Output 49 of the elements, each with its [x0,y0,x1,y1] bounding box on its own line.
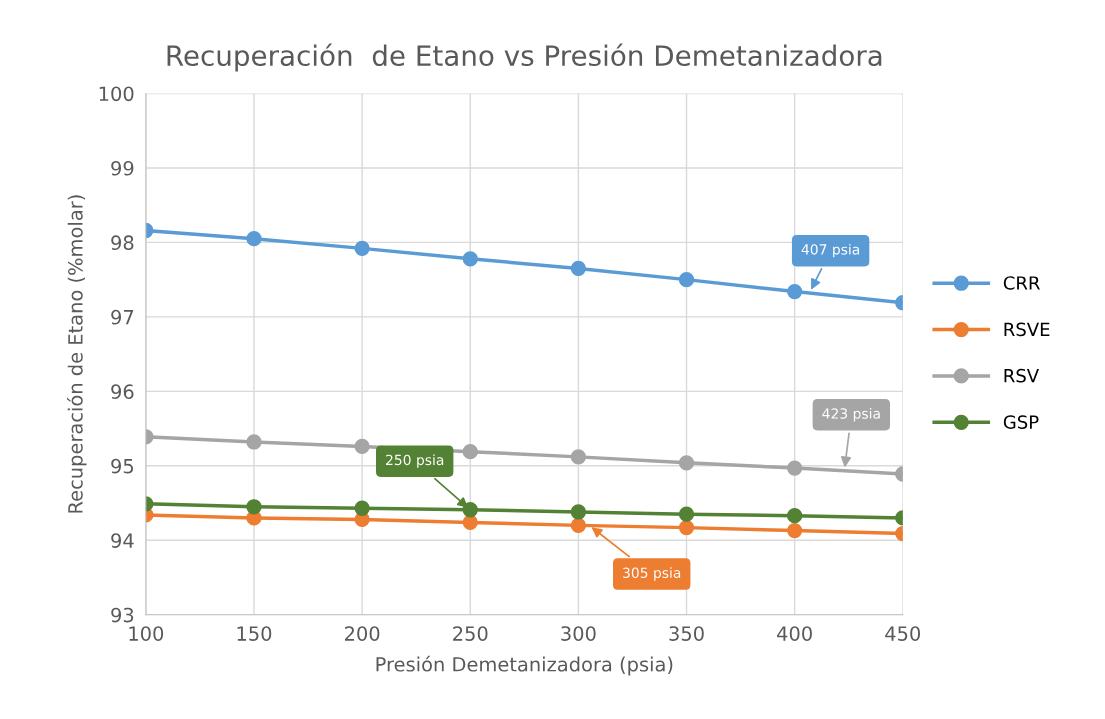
x-axis-title: Presión Demetanizadora (psia) [376,655,673,676]
point [787,283,803,300]
point [678,455,695,471]
point [787,460,803,476]
y-axis-title: Recuperación de Etano (%molar) [66,195,87,513]
point [678,272,695,288]
y-tick-label: 98 [111,235,134,251]
y-tick-label: 99 [111,160,134,176]
x-tick-label: 350 [669,626,704,641]
x-tick-label: 400 [777,626,812,641]
point [570,449,587,465]
annotation: 423 psia [822,408,880,422]
x-tick-label: 100 [129,626,164,641]
annotation: 407 psia [801,243,860,258]
y-tick-label: 95 [111,458,134,474]
point [570,517,587,534]
legend-label: RSV [1004,368,1039,383]
y-tick-label: 93 [111,607,134,623]
point [462,444,478,460]
point [354,438,370,455]
point [787,508,803,524]
point [246,499,262,515]
y-tick-label: 96 [111,384,134,400]
legend-label: CRR [1003,276,1040,290]
point [678,506,695,522]
x-tick-label: 200 [344,626,380,641]
y-tick-label: 100 [99,86,134,102]
legend-label: RSVE [1004,322,1050,337]
x-tick-label: 450 [885,626,921,641]
point [354,240,370,257]
x-tick-label: 250 [453,626,488,641]
point [570,504,587,520]
point [246,231,262,247]
point [246,434,262,450]
point [787,522,803,539]
y-tick-label: 94 [111,533,134,548]
point [462,251,478,267]
x-tick-label: 300 [561,626,596,641]
y-tick-label: 97 [111,309,134,325]
point [354,500,370,516]
chart-title: Recuperación de Etano vs Presión Demetanizadora [167,43,882,72]
point [570,260,587,277]
point [462,514,478,531]
annotation: 250 psia [386,454,444,468]
point [678,519,695,536]
point [462,502,478,518]
legend-label: GSP [1003,415,1039,429]
annotation: 305 psia [623,567,681,581]
x-tick-label: 150 [237,626,272,641]
